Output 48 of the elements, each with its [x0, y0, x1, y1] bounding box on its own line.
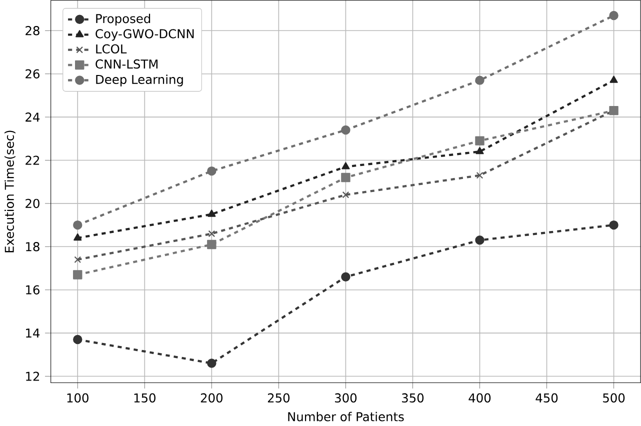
point	[73, 270, 82, 280]
x-tick-label: 450	[536, 393, 558, 403]
y-tick-label: 12	[26, 372, 40, 381]
y-tick-label: 20	[26, 198, 40, 208]
x-tick-label: 350	[402, 393, 424, 403]
point	[207, 166, 216, 176]
y-tick-label: 16	[26, 285, 40, 295]
x-tick-label: 250	[268, 393, 290, 403]
legend-label: Proposed	[96, 14, 150, 26]
point	[208, 210, 216, 217]
y-tick-label: 14	[26, 328, 40, 338]
point	[475, 76, 484, 86]
legend-label: LCOL	[96, 44, 127, 54]
y-tick-label: 24	[26, 112, 40, 122]
y-tick-label: 22	[26, 156, 40, 165]
x-tick-label: 200	[200, 393, 222, 403]
legend-label: Coy-GWO-DCNN	[96, 29, 194, 41]
point	[476, 147, 484, 154]
y-tick-label: 28	[26, 26, 40, 36]
x-tick-label: 300	[334, 393, 357, 403]
x-tick-label: 150	[134, 393, 156, 403]
point	[609, 220, 618, 230]
point	[475, 136, 484, 146]
point	[208, 230, 216, 238]
point	[610, 76, 618, 84]
point	[73, 220, 82, 230]
legend-label: CNN-LSTM	[96, 60, 158, 69]
x-axis-title: Number of Patients	[288, 412, 404, 422]
point	[475, 236, 484, 245]
y-tick-label: 26	[26, 69, 40, 79]
point	[342, 191, 350, 198]
point	[207, 240, 216, 250]
point	[207, 358, 216, 368]
point	[73, 335, 82, 344]
point	[341, 125, 350, 135]
point	[74, 256, 82, 264]
x-tick-label: 400	[468, 393, 491, 403]
y-axis-title: Execution Time(sec)	[4, 130, 16, 252]
point	[74, 233, 82, 241]
point	[342, 162, 350, 170]
point	[476, 172, 484, 179]
point	[609, 11, 618, 20]
x-tick-label: 100	[67, 393, 88, 403]
y-tick-label: 18	[26, 242, 40, 252]
point	[341, 173, 350, 182]
x-tick-label: 500	[603, 393, 625, 403]
legend-label: Deep Learning	[96, 74, 183, 86]
point	[341, 272, 350, 282]
